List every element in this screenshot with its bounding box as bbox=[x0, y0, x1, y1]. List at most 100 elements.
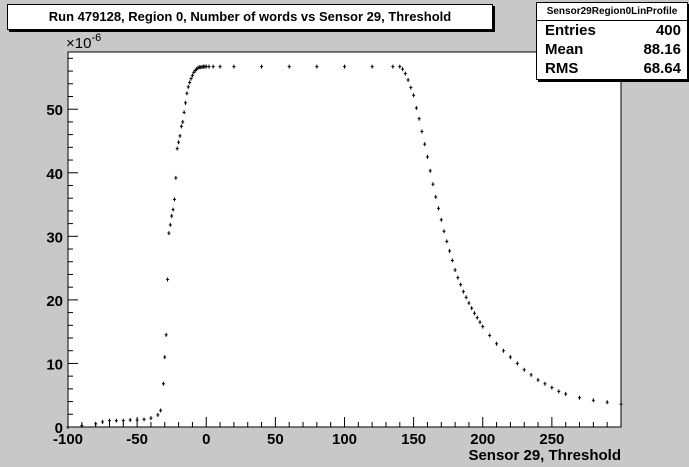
data-point bbox=[177, 140, 181, 145]
data-point bbox=[409, 85, 413, 90]
data-point bbox=[181, 119, 185, 124]
data-point bbox=[189, 76, 193, 81]
data-point bbox=[431, 182, 435, 187]
data-point bbox=[185, 91, 189, 96]
data-point bbox=[495, 341, 499, 346]
x-tick-label: 0 bbox=[202, 431, 210, 448]
data-point bbox=[467, 301, 471, 306]
data-point bbox=[522, 367, 526, 372]
data-point bbox=[260, 64, 264, 69]
data-point bbox=[178, 133, 182, 138]
data-point bbox=[557, 389, 561, 394]
x-tick-label: 150 bbox=[401, 431, 426, 448]
stats-entries-label: Entries bbox=[545, 22, 596, 39]
stats-rms-label: RMS bbox=[545, 60, 579, 77]
y-tick-label: 20 bbox=[46, 293, 63, 310]
data-point bbox=[461, 289, 465, 294]
stats-entries: Entries 400 bbox=[537, 21, 687, 40]
data-point bbox=[370, 64, 374, 69]
data-point bbox=[182, 110, 186, 115]
data-point bbox=[101, 419, 105, 424]
chart-title: Run 479128, Region 0, Number of words vs… bbox=[7, 4, 493, 30]
data-point bbox=[508, 355, 512, 360]
data-point bbox=[315, 64, 319, 69]
data-point bbox=[472, 311, 476, 316]
stats-mean: Mean 88.16 bbox=[537, 40, 687, 59]
data-point bbox=[488, 333, 492, 338]
data-point bbox=[445, 239, 449, 244]
data-point bbox=[459, 282, 463, 287]
stats-entries-value: 400 bbox=[655, 22, 681, 39]
data-point bbox=[204, 64, 208, 69]
data-point bbox=[184, 100, 188, 105]
data-point bbox=[188, 80, 192, 85]
data-point bbox=[423, 142, 427, 147]
data-point bbox=[287, 64, 291, 69]
data-point bbox=[172, 197, 176, 202]
data-point bbox=[171, 207, 175, 212]
data-point bbox=[536, 377, 540, 382]
data-point bbox=[168, 222, 172, 227]
data-point bbox=[417, 116, 421, 121]
data-point bbox=[232, 64, 236, 69]
stats-title: Sensor29Region0LinProfile bbox=[537, 3, 687, 21]
data-point bbox=[186, 84, 190, 89]
data-point bbox=[161, 381, 165, 386]
data-point bbox=[207, 64, 211, 69]
data-point bbox=[159, 408, 163, 413]
data-point bbox=[428, 168, 432, 173]
x-axis-label: Sensor 29, Threshold bbox=[468, 447, 621, 464]
data-point bbox=[149, 416, 153, 421]
y-exponent: ×10-6 bbox=[66, 32, 101, 52]
data-point bbox=[515, 361, 519, 366]
data-point bbox=[166, 277, 170, 282]
x-tick-label: 200 bbox=[470, 431, 495, 448]
data-point bbox=[578, 395, 582, 400]
data-point bbox=[343, 64, 346, 69]
data-point bbox=[453, 268, 457, 273]
stats-rms-value: 68.64 bbox=[643, 60, 681, 77]
data-point bbox=[425, 154, 429, 159]
y-exponent-power: -6 bbox=[91, 32, 101, 44]
data-point bbox=[190, 73, 194, 78]
y-exponent-base: ×10 bbox=[66, 35, 91, 52]
data-point bbox=[107, 418, 111, 423]
data-point bbox=[121, 418, 125, 423]
data-point bbox=[448, 248, 452, 253]
data-point bbox=[434, 194, 438, 199]
data-point bbox=[167, 231, 171, 236]
data-point bbox=[414, 105, 418, 110]
data-point bbox=[442, 229, 446, 234]
data-point bbox=[175, 146, 179, 151]
data-point bbox=[529, 372, 533, 377]
data-point bbox=[605, 400, 609, 405]
x-tick-label: -100 bbox=[53, 431, 83, 448]
y-tick-label: 10 bbox=[46, 356, 63, 373]
data-point bbox=[398, 64, 402, 69]
data-point bbox=[142, 417, 146, 422]
data-points bbox=[66, 64, 623, 429]
y-tick-label: 30 bbox=[46, 229, 63, 246]
data-point bbox=[439, 217, 443, 222]
x-tick-label: -50 bbox=[126, 431, 148, 448]
data-point bbox=[470, 306, 474, 311]
data-point bbox=[543, 381, 547, 386]
data-point bbox=[406, 77, 410, 82]
data-point bbox=[403, 71, 407, 76]
data-point bbox=[128, 418, 132, 423]
data-point bbox=[170, 213, 174, 218]
data-point bbox=[478, 320, 482, 325]
data-point bbox=[218, 64, 222, 69]
data-point bbox=[437, 206, 441, 211]
stats-mean-label: Mean bbox=[545, 41, 584, 58]
stats-mean-value: 88.16 bbox=[643, 41, 681, 58]
y-tick-label: 0 bbox=[55, 420, 63, 437]
data-point bbox=[164, 332, 168, 337]
data-point bbox=[163, 355, 167, 360]
data-point bbox=[464, 295, 468, 300]
x-tick-label: 250 bbox=[539, 431, 564, 448]
data-point bbox=[114, 418, 118, 423]
data-point bbox=[420, 129, 424, 134]
data-point bbox=[456, 275, 460, 280]
